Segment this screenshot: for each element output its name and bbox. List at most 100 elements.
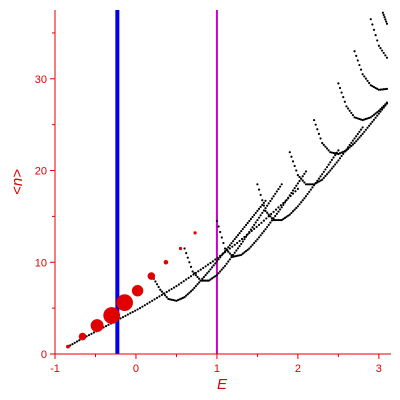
data-point bbox=[351, 139, 355, 142]
data-point bbox=[369, 84, 372, 87]
data-point bbox=[372, 113, 376, 116]
data-point bbox=[377, 109, 380, 113]
data-point bbox=[129, 312, 132, 315]
data-point bbox=[371, 85, 374, 88]
data-point bbox=[293, 208, 296, 211]
data-point bbox=[254, 211, 257, 215]
data-point bbox=[379, 88, 382, 91]
data-point bbox=[358, 136, 361, 139]
data-point bbox=[212, 276, 215, 279]
data-point bbox=[235, 236, 238, 239]
data-point bbox=[353, 50, 356, 53]
data-point bbox=[356, 59, 359, 62]
data-point bbox=[220, 236, 223, 239]
data-point bbox=[283, 201, 287, 204]
data-point bbox=[385, 101, 389, 104]
data-point bbox=[278, 208, 282, 211]
data-point bbox=[210, 277, 214, 280]
data-point bbox=[363, 75, 366, 78]
y-tick-label: 10 bbox=[35, 257, 47, 269]
data-point bbox=[212, 264, 215, 267]
x-tick-label: -1 bbox=[50, 363, 60, 375]
vertical-lines-layer bbox=[115, 10, 218, 354]
data-point bbox=[215, 219, 219, 223]
data-point bbox=[384, 87, 387, 91]
data-point bbox=[270, 217, 274, 220]
data-point bbox=[214, 258, 217, 261]
data-point bbox=[380, 49, 384, 52]
data-point bbox=[317, 177, 321, 180]
data-point bbox=[214, 275, 217, 278]
data-point bbox=[329, 169, 332, 172]
data-point bbox=[131, 310, 134, 314]
data-point bbox=[266, 225, 269, 229]
data-point bbox=[264, 228, 267, 231]
data-point bbox=[162, 292, 165, 295]
data-point bbox=[199, 279, 202, 282]
data-point bbox=[376, 114, 379, 117]
data-point bbox=[311, 186, 314, 189]
data-point bbox=[211, 260, 214, 263]
data-point bbox=[272, 210, 275, 213]
data-point bbox=[257, 207, 261, 210]
data-point bbox=[260, 221, 263, 224]
data-point bbox=[381, 11, 385, 14]
data-point bbox=[206, 263, 210, 266]
data-point bbox=[348, 109, 351, 112]
data-point bbox=[324, 145, 327, 148]
data-point bbox=[233, 238, 236, 241]
data-point bbox=[172, 286, 176, 289]
data-point bbox=[267, 202, 270, 205]
data-point bbox=[296, 187, 299, 190]
data-point bbox=[261, 199, 264, 202]
data-point bbox=[92, 331, 95, 334]
data-point bbox=[253, 213, 256, 217]
data-point bbox=[308, 190, 311, 193]
data-point bbox=[193, 286, 196, 290]
data-point bbox=[217, 258, 220, 261]
data-point bbox=[230, 242, 233, 245]
data-point bbox=[308, 183, 311, 186]
data-point bbox=[327, 149, 330, 152]
data-point bbox=[261, 211, 264, 215]
data-point bbox=[207, 270, 210, 273]
data-point bbox=[300, 177, 303, 180]
data-point bbox=[243, 225, 246, 229]
data-point bbox=[346, 146, 350, 149]
data-point bbox=[182, 280, 185, 283]
data-point bbox=[272, 195, 275, 198]
data-point bbox=[262, 230, 265, 233]
data-point bbox=[186, 256, 189, 259]
data-point bbox=[371, 114, 374, 118]
data-point bbox=[283, 216, 287, 219]
data-point bbox=[325, 147, 329, 150]
data-point bbox=[228, 244, 231, 247]
data-point bbox=[295, 206, 298, 210]
data-point bbox=[296, 174, 299, 177]
background-points-layer bbox=[66, 11, 389, 348]
data-point bbox=[121, 316, 125, 319]
data-point bbox=[304, 183, 308, 186]
data-point bbox=[168, 289, 171, 292]
highlight-point bbox=[103, 307, 121, 324]
data-point bbox=[376, 87, 379, 90]
data-point bbox=[312, 118, 316, 122]
data-point bbox=[358, 130, 361, 133]
data-point bbox=[194, 274, 197, 277]
data-point bbox=[337, 82, 340, 85]
data-point bbox=[228, 247, 231, 250]
data-point bbox=[293, 187, 296, 190]
data-point bbox=[217, 225, 220, 228]
data-point bbox=[265, 217, 268, 220]
data-point bbox=[340, 91, 343, 94]
data-point bbox=[348, 143, 351, 147]
data-point bbox=[348, 146, 351, 149]
data-point bbox=[384, 54, 387, 57]
data-point bbox=[210, 266, 214, 269]
data-point bbox=[274, 218, 277, 222]
data-point bbox=[321, 178, 324, 181]
data-point bbox=[272, 218, 275, 222]
data-point bbox=[369, 122, 372, 125]
data-point bbox=[382, 88, 385, 91]
